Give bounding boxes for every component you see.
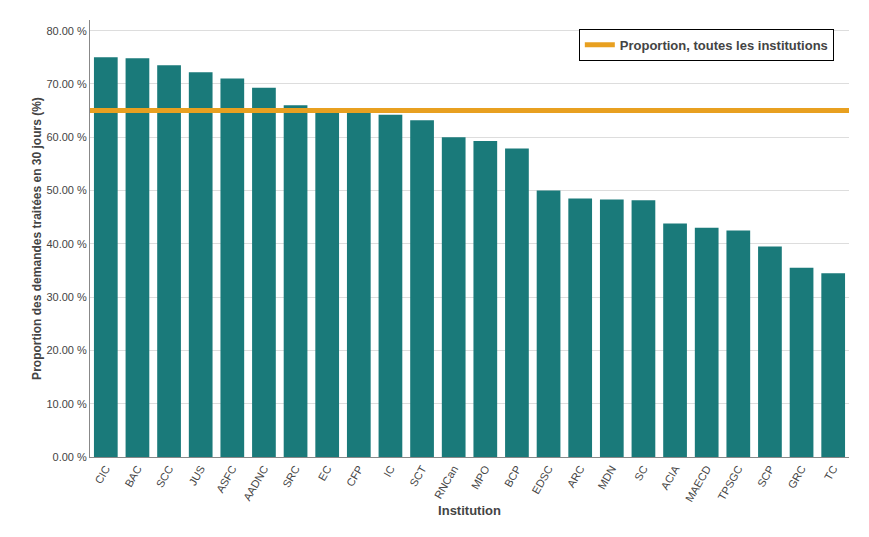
- svg-text:40.00 %: 40.00 %: [46, 238, 87, 250]
- svg-text:SCT: SCT: [407, 463, 429, 488]
- svg-text:MDN: MDN: [595, 463, 618, 491]
- svg-text:60.00 %: 60.00 %: [46, 131, 87, 143]
- svg-text:10.00 %: 10.00 %: [46, 398, 87, 410]
- svg-text:SRC: SRC: [280, 463, 302, 489]
- svg-text:SCP: SCP: [755, 463, 777, 489]
- svg-text:GRC: GRC: [785, 463, 808, 490]
- svg-text:RNCan: RNCan: [432, 463, 460, 500]
- svg-text:CFP: CFP: [344, 463, 365, 488]
- svg-text:SCC: SCC: [154, 463, 176, 489]
- svg-text:Institution: Institution: [438, 503, 501, 518]
- svg-text:0.00 %: 0.00 %: [53, 451, 87, 463]
- svg-text:SC: SC: [632, 463, 650, 482]
- svg-text:70.00 %: 70.00 %: [46, 78, 87, 90]
- svg-text:MPO: MPO: [469, 463, 492, 491]
- svg-text:TPSGC: TPSGC: [715, 463, 744, 502]
- svg-text:EC: EC: [316, 463, 334, 482]
- svg-text:30.00 %: 30.00 %: [46, 291, 87, 303]
- svg-text:ASFC: ASFC: [214, 463, 239, 494]
- svg-text:Proportion des demandes traité: Proportion des demandes traitées en 30 j…: [30, 97, 44, 380]
- svg-text:AADNC: AADNC: [241, 463, 271, 502]
- svg-text:Proportion, toutes les institu: Proportion, toutes les institutions: [620, 38, 828, 53]
- svg-text:50.00 %: 50.00 %: [46, 184, 87, 196]
- svg-text:CIC: CIC: [92, 463, 112, 485]
- svg-text:ARC: ARC: [565, 463, 587, 489]
- svg-text:JUS: JUS: [186, 463, 207, 487]
- svg-text:BAC: BAC: [122, 463, 144, 489]
- svg-text:ACIA: ACIA: [658, 463, 682, 492]
- svg-text:IC: IC: [381, 463, 397, 479]
- svg-text:BCP: BCP: [502, 463, 524, 489]
- svg-text:TC: TC: [822, 463, 840, 482]
- svg-text:20.00 %: 20.00 %: [46, 344, 87, 356]
- svg-text:MAECD: MAECD: [683, 463, 713, 503]
- svg-text:EDSC: EDSC: [529, 463, 555, 496]
- svg-text:80.00 %: 80.00 %: [46, 25, 87, 37]
